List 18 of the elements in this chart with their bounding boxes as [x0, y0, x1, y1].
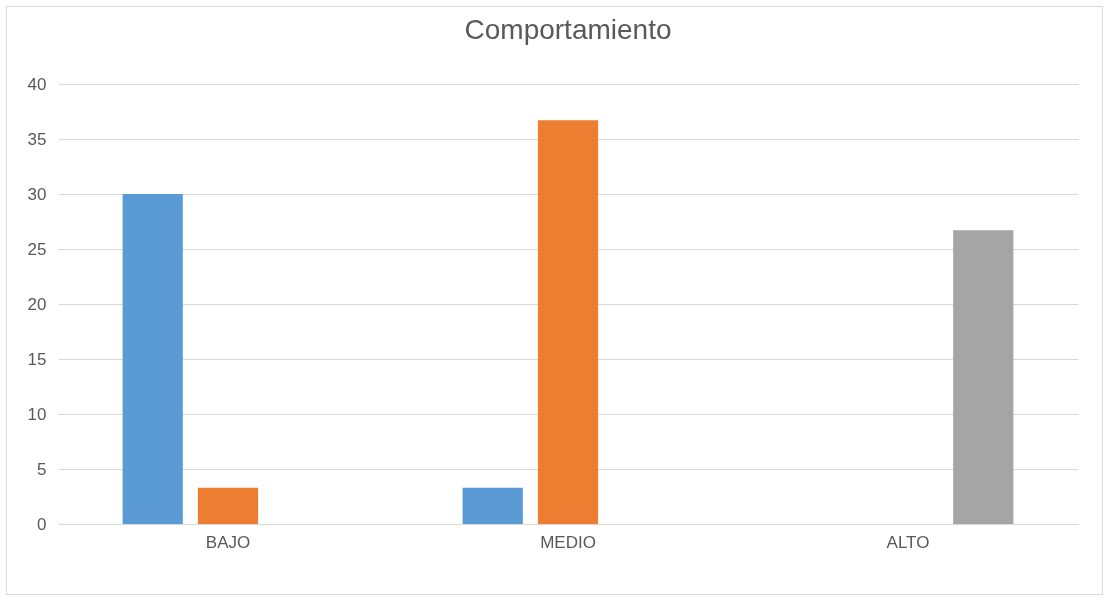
- x-tick-label: ALTO: [886, 532, 930, 552]
- y-tick-label: 35: [27, 129, 47, 149]
- y-tick-label: 15: [27, 349, 47, 369]
- y-tick-label: 25: [27, 239, 47, 259]
- y-tick-label: 0: [37, 514, 47, 534]
- y-tick-label: 10: [27, 404, 47, 424]
- x-tick-label: BAJO: [205, 532, 251, 552]
- bar: [197, 487, 259, 524]
- y-tick-label: 5: [37, 459, 47, 479]
- x-tick-label: MEDIO: [540, 532, 596, 552]
- bar: [462, 487, 523, 524]
- bar: [122, 194, 183, 524]
- bar: [953, 230, 1014, 524]
- bar: [537, 120, 599, 524]
- y-tick-label: 40: [27, 74, 47, 94]
- y-tick-label: 20: [27, 294, 47, 314]
- y-tick-label: 30: [27, 184, 47, 204]
- chart-title: Comportamiento: [464, 14, 672, 45]
